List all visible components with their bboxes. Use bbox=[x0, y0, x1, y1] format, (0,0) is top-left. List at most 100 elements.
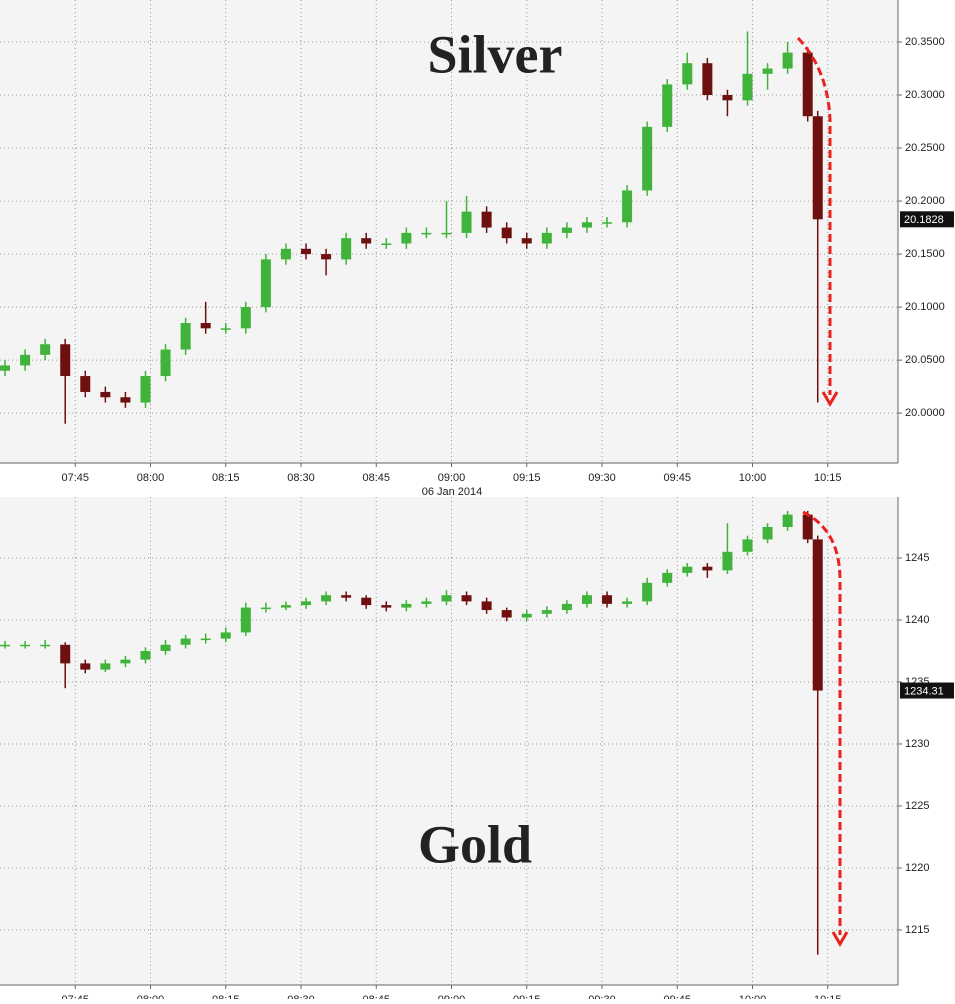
y-tick-label: 20.1500 bbox=[905, 248, 945, 260]
candle-body bbox=[341, 238, 352, 260]
candle-body bbox=[260, 607, 271, 610]
candle-body bbox=[180, 638, 191, 645]
candle-body bbox=[441, 232, 452, 235]
candle-body bbox=[782, 52, 793, 69]
candle-body bbox=[180, 323, 191, 350]
candle-body bbox=[481, 211, 492, 228]
candle-body bbox=[662, 572, 673, 583]
candle-body bbox=[301, 248, 312, 255]
x-tick-label: 08:45 bbox=[362, 994, 390, 999]
candle-body bbox=[461, 595, 472, 602]
candle-body bbox=[521, 238, 532, 244]
y-tick-label: 1230 bbox=[905, 738, 929, 750]
candle-body bbox=[812, 116, 823, 220]
candle-body bbox=[702, 566, 713, 571]
candle-body bbox=[762, 68, 773, 74]
x-tick-label: 10:00 bbox=[739, 994, 767, 999]
candle-body bbox=[812, 539, 823, 691]
candle-body bbox=[642, 582, 653, 602]
candle-body bbox=[521, 613, 532, 618]
y-tick-label: 20.2500 bbox=[905, 142, 945, 154]
arrow-line bbox=[802, 510, 842, 935]
candle-body bbox=[160, 644, 171, 651]
y-tick-label: 20.2000 bbox=[905, 195, 945, 207]
x-tick-label: 09:00 bbox=[438, 994, 466, 999]
candle-body bbox=[220, 632, 231, 639]
candle-body bbox=[742, 539, 753, 552]
candle-body bbox=[260, 259, 271, 308]
x-tick-label: 10:15 bbox=[814, 472, 842, 484]
candle-body bbox=[722, 551, 733, 571]
candle-body bbox=[782, 514, 793, 528]
candle-body bbox=[581, 595, 592, 604]
candle-body bbox=[662, 84, 673, 127]
candle-body bbox=[120, 659, 131, 664]
candle-body bbox=[381, 605, 392, 608]
arrow-head bbox=[821, 391, 839, 407]
candle-body bbox=[220, 328, 231, 330]
candle-body bbox=[60, 644, 71, 664]
candle-body bbox=[40, 344, 51, 355]
x-tick-label: 09:30 bbox=[588, 472, 616, 484]
candle-body bbox=[200, 323, 211, 329]
x-axis-label: 06 Jan 2014 bbox=[422, 486, 483, 498]
candle-body bbox=[80, 663, 91, 670]
candle-body bbox=[481, 601, 492, 611]
last-price-box bbox=[900, 682, 954, 699]
candle-body bbox=[802, 52, 813, 117]
candle-body bbox=[120, 397, 131, 403]
candle-body bbox=[702, 63, 713, 96]
candle-body bbox=[0, 365, 11, 371]
x-tick-label: 09:45 bbox=[663, 472, 691, 484]
x-tick-label: 09:30 bbox=[588, 994, 616, 999]
candle-body bbox=[240, 607, 251, 633]
y-tick-label: 20.3500 bbox=[905, 36, 945, 48]
candle-body bbox=[441, 595, 452, 602]
last-price-label: 1234.31 bbox=[904, 685, 944, 697]
candle-body bbox=[742, 73, 753, 101]
candle-body bbox=[200, 638, 211, 641]
candle-body bbox=[421, 601, 432, 604]
candle-body bbox=[501, 610, 512, 618]
x-tick-label: 08:15 bbox=[212, 994, 240, 999]
candle-body bbox=[602, 595, 613, 604]
x-tick-label: 09:45 bbox=[663, 994, 691, 999]
y-tick-label: 20.1000 bbox=[905, 301, 945, 313]
candle-body bbox=[280, 248, 291, 260]
y-tick-label: 1240 bbox=[905, 614, 929, 626]
candle-body bbox=[341, 595, 352, 598]
candle-body bbox=[682, 63, 693, 85]
arrow bbox=[796, 36, 842, 935]
candle-body bbox=[541, 610, 552, 614]
x-tick-label: 10:00 bbox=[739, 472, 767, 484]
y-tick-label: 20.0000 bbox=[905, 407, 945, 419]
x-tick-label: 10:15 bbox=[814, 994, 842, 999]
x-tick-label: 08:15 bbox=[212, 472, 240, 484]
x-tick-label: 07:45 bbox=[61, 994, 89, 999]
x-tick-label: 08:45 bbox=[362, 472, 390, 484]
last-price-label: 20.1828 bbox=[904, 214, 944, 226]
chart-title: Gold bbox=[418, 814, 532, 874]
y-tick-label: 1220 bbox=[905, 862, 929, 874]
y-tick-label: 1225 bbox=[905, 800, 929, 812]
arrow-line bbox=[796, 36, 832, 395]
candle-body bbox=[762, 527, 773, 540]
x-tick-label: 08:00 bbox=[137, 472, 165, 484]
candle-body bbox=[381, 243, 392, 245]
candle-body bbox=[301, 601, 312, 606]
candle-body bbox=[240, 307, 251, 329]
candle-body bbox=[561, 603, 572, 611]
last-price-box bbox=[900, 211, 954, 228]
candle-body bbox=[321, 254, 332, 260]
x-tick-label: 08:00 bbox=[137, 994, 165, 999]
gold-plot-area bbox=[0, 497, 898, 985]
candle-body bbox=[140, 376, 151, 403]
candle-body bbox=[20, 354, 31, 366]
candle-body bbox=[40, 644, 51, 647]
x-tick-label: 09:00 bbox=[438, 472, 466, 484]
candle-body bbox=[622, 601, 633, 604]
candle-body bbox=[581, 222, 592, 228]
candle-body bbox=[80, 376, 91, 392]
